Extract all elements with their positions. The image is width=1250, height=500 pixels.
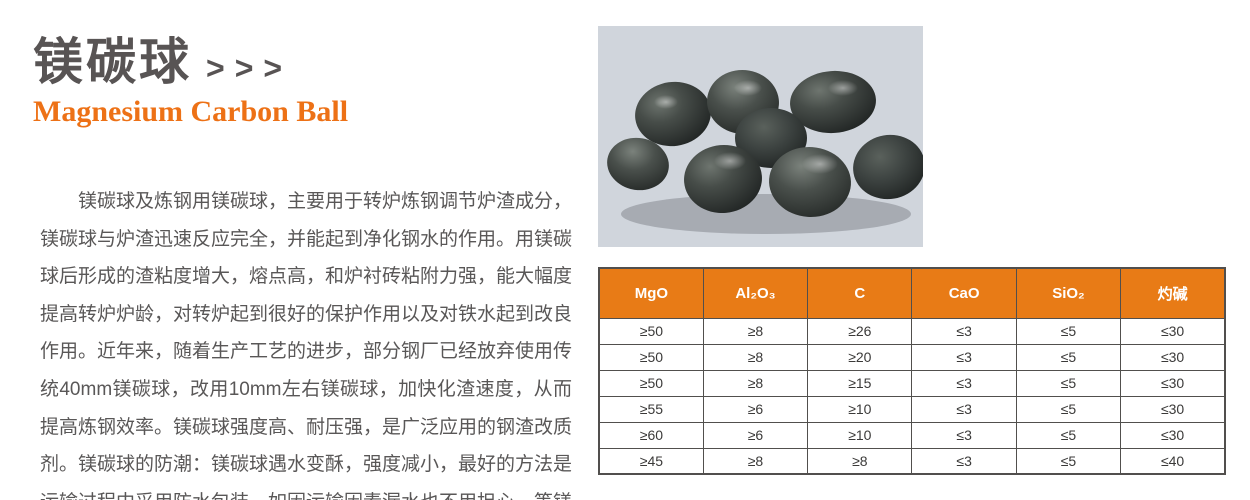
spec-table-body: ≥50 ≥8 ≥26 ≤3 ≤5 ≤30 ≥50 ≥8 ≥20 ≤3 ≤5 ≤30 ≥50 ≥8 ≥15 ≤3… [598,317,1226,475]
spec-cell: ≥15 [807,369,913,397]
spec-cell: ≤5 [1015,421,1122,449]
spec-cell: ≤3 [911,421,1017,449]
spec-cell: ≥20 [807,343,913,371]
spec-cell: ≤3 [911,447,1017,475]
spec-cell: ≥10 [807,421,913,449]
spec-cell: ≥8 [702,317,809,345]
spec-column-header: Al₂O₃ [702,267,809,319]
page-title: 镁碳球 >>> [33,36,348,89]
page-title-chinese: 镁碳球 [33,34,192,90]
spec-row: ≥50 ≥8 ≥20 ≤3 ≤5 ≤30 [598,343,1226,371]
spec-cell: ≥45 [598,447,704,475]
spec-cell: ≥26 [807,317,913,345]
spec-table-header: MgO Al₂O₃ C CaO SiO₂ 灼碱 [598,267,1226,319]
spec-cell: ≥6 [702,421,809,449]
spec-row: ≥50 ≥8 ≥26 ≤3 ≤5 ≤30 [598,317,1226,345]
product-photo [598,26,923,247]
spec-cell: ≤5 [1015,317,1122,345]
spec-column-header: SiO₂ [1015,267,1122,319]
spec-column-header: MgO [598,267,704,319]
spec-table: MgO Al₂O₃ C CaO SiO₂ 灼碱 ≥50 ≥8 ≥26 ≤3 ≤5 ≤30 ≥50 ≥8 ≥… [598,267,1226,475]
spec-cell: ≤5 [1015,343,1122,371]
spec-cell: ≥8 [702,447,809,475]
spec-cell: ≤5 [1015,369,1122,397]
spec-cell: ≥55 [598,395,704,423]
spec-cell: ≤3 [911,343,1017,371]
spec-cell: ≤5 [1015,395,1122,423]
spec-cell: ≤3 [911,369,1017,397]
spec-row: ≥50 ≥8 ≥15 ≤3 ≤5 ≤30 [598,369,1226,397]
spec-cell: ≥50 [598,369,704,397]
spec-cell: ≤3 [911,395,1017,423]
spec-cell: ≥8 [702,369,809,397]
spec-cell: ≥50 [598,317,704,345]
spec-header-row: MgO Al₂O₃ C CaO SiO₂ 灼碱 [598,267,1226,319]
spec-cell: ≤30 [1120,343,1226,371]
spec-cell: ≤30 [1120,369,1226,397]
spec-cell: ≤30 [1120,421,1226,449]
page-title-english: Magnesium Carbon Ball [33,94,349,128]
spec-cell: ≥50 [598,343,704,371]
title-block: 镁碳球 >>> Magnesium Carbon Ball [33,36,348,129]
spec-row: ≥60 ≥6 ≥10 ≤3 ≤5 ≤30 [598,421,1226,449]
spec-cell: ≤30 [1120,395,1226,423]
spec-row: ≥55 ≥6 ≥10 ≤3 ≤5 ≤30 [598,395,1226,423]
spec-cell: ≤40 [1120,447,1226,475]
spec-cell: ≥8 [807,447,913,475]
spec-cell: ≤3 [911,317,1017,345]
spec-cell: ≤30 [1120,317,1226,345]
spec-row: ≥45 ≥8 ≥8 ≤3 ≤5 ≤40 [598,447,1226,475]
spec-column-header: C [807,267,913,319]
spec-cell: ≤5 [1015,447,1122,475]
chevrons-decoration-icon: >>> [206,50,293,86]
spec-column-header: CaO [911,267,1017,319]
spec-cell: ≥6 [702,395,809,423]
spec-cell: ≥8 [702,343,809,371]
spec-column-header: 灼碱 [1120,267,1226,319]
spec-cell: ≥10 [807,395,913,423]
magnesium-carbon-balls-illustration [607,69,923,234]
product-description: 镁碳球及炼钢用镁碳球，主要用于转炉炼钢调节炉渣成分，镁碳球与炉渣迅速反应完全，并… [40,191,573,500]
spec-cell: ≥60 [598,421,704,449]
